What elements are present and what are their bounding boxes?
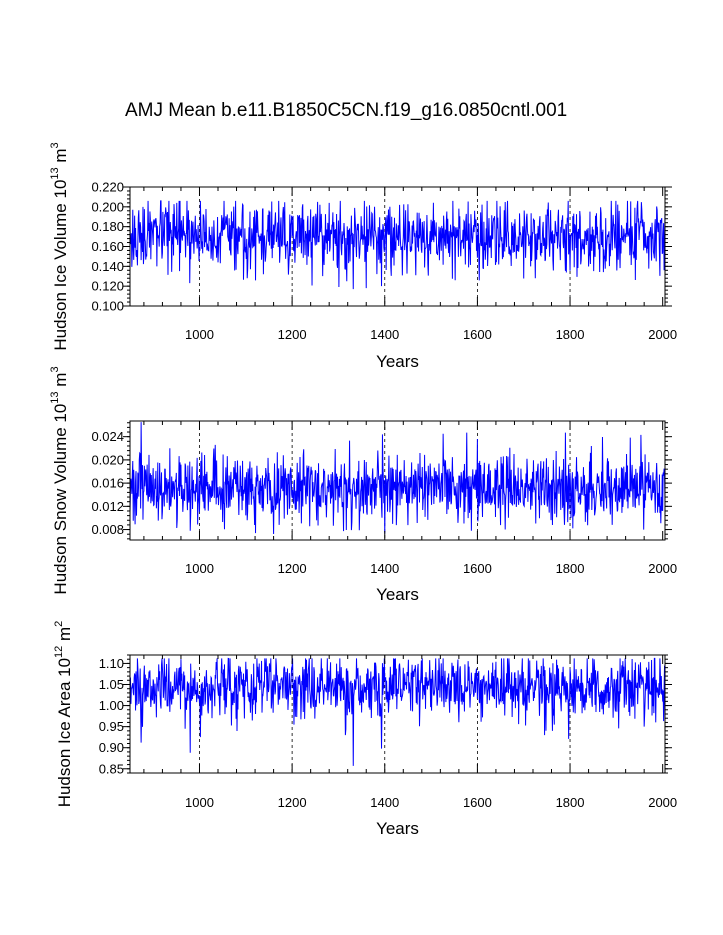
- y-tick-label: 0.120: [91, 279, 124, 294]
- x-axis-label: Years: [376, 352, 419, 371]
- x-tick-label: 1400: [370, 561, 399, 576]
- y-tick-label: 1.00: [99, 698, 124, 713]
- y-tick-label: 0.100: [91, 299, 124, 314]
- y-axis-label-unit: m: [51, 373, 70, 392]
- y-axis-label-unit-exponent: 3: [49, 142, 61, 148]
- y-tick-label: 1.05: [99, 677, 124, 692]
- x-tick-label: 2000: [648, 327, 677, 342]
- y-tick-label: 0.140: [91, 259, 124, 274]
- series-line-ice-area: [129, 657, 666, 766]
- y-tick-label: 0.024: [91, 429, 124, 444]
- y-axis-label: Hudson Snow Volume 1013 m3: [49, 366, 70, 594]
- x-tick-label: 1600: [463, 327, 492, 342]
- figure-title: AMJ Mean b.e11.B1850C5CN.f19_g16.0850cnt…: [125, 100, 567, 121]
- x-tick-label: 1400: [370, 327, 399, 342]
- x-axis-label: Years: [376, 819, 419, 838]
- y-tick-label: 0.180: [91, 219, 124, 234]
- x-tick-label: 2000: [648, 561, 677, 576]
- panels: 1000 1200 1400 1600 1800 2000 Years 0.100 0.120 0…: [49, 142, 677, 838]
- y-tick-label: 0.220: [91, 180, 124, 195]
- x-tick-label: 1200: [278, 327, 307, 342]
- x-tick-label: 2000: [648, 795, 677, 810]
- y-axis-label-exponent: 12: [53, 646, 65, 658]
- y-axis-label-exponent: 13: [49, 391, 61, 403]
- y-tick-label: 0.200: [91, 199, 124, 214]
- x-tick-label: 1200: [278, 561, 307, 576]
- y-tick-label: 0.160: [91, 239, 124, 254]
- y-tick-label: 1.10: [99, 656, 124, 671]
- x-tick-label: 1600: [463, 561, 492, 576]
- y-tick-label: 0.012: [91, 499, 124, 514]
- y-tick-label: 0.020: [91, 452, 124, 467]
- plot-frame: [129, 420, 666, 541]
- panel-ice-volume: 1000 1200 1400 1600 1800 2000 Years 0.100 0.120 0…: [49, 142, 677, 371]
- y-axis-label-exponent: 13: [49, 167, 61, 179]
- plot-frame: [129, 654, 666, 774]
- y-tick-label: 0.008: [91, 522, 124, 537]
- x-tick-label: 1200: [278, 795, 307, 810]
- y-axis-label-unit-exponent: 3: [49, 366, 61, 372]
- x-tick-label: 1000: [185, 561, 214, 576]
- x-tick-label: 1600: [463, 795, 492, 810]
- y-axis-label: Hudson Ice Volume 1013 m3: [49, 142, 70, 350]
- y-axis-label-unit-exponent: 2: [53, 621, 65, 627]
- y-axis-label-text: Hudson Snow Volume 10: [51, 404, 70, 595]
- y-tick-label: 0.95: [99, 719, 124, 734]
- x-tick-label: 1800: [556, 561, 585, 576]
- y-axis-label: Hudson Ice Area 1012 m2: [53, 621, 74, 808]
- y-axis-label-text: Hudson Ice Area 10: [55, 658, 74, 807]
- x-axis-label: Years: [376, 585, 419, 604]
- panel-ice-area: 1000 1200 1400 1600 1800 2000 Years 0.85 0.90 0.9…: [53, 621, 677, 838]
- x-tick-label: 1000: [185, 795, 214, 810]
- x-tick-label: 1000: [185, 327, 214, 342]
- x-tick-label: 1400: [370, 795, 399, 810]
- y-axis-label-unit: m: [55, 627, 74, 646]
- x-tick-label: 1800: [556, 795, 585, 810]
- x-tick-label: 1800: [556, 327, 585, 342]
- y-tick-label: 0.016: [91, 476, 124, 491]
- series-line-snow-volume: [129, 422, 666, 534]
- series-line-ice-volume: [129, 200, 666, 290]
- panel-snow-volume: 1000 1200 1400 1600 1800 2000 Years 0.008 0.012 0…: [49, 366, 677, 604]
- y-axis-label-text: Hudson Ice Volume 10: [51, 180, 70, 351]
- y-tick-label: 0.90: [99, 740, 124, 755]
- y-tick-label: 0.85: [99, 761, 124, 776]
- y-axis-label-unit: m: [51, 148, 70, 167]
